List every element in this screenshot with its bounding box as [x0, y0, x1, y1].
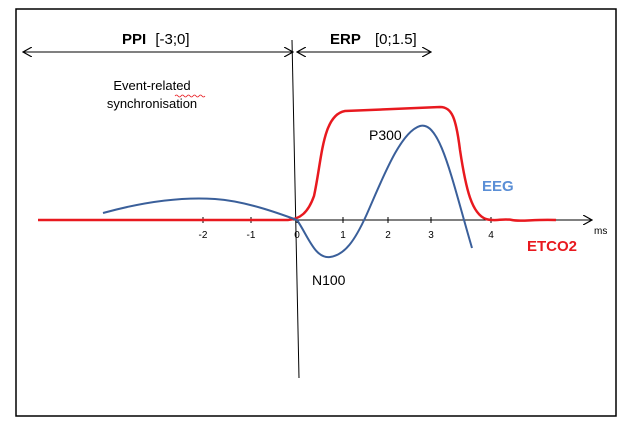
erp-range: [0;1.5]: [375, 31, 417, 48]
spellcheck-squiggle: [174, 94, 206, 98]
ppi-label: PPI: [122, 31, 146, 48]
eeg-curve: [102, 124, 473, 259]
etco2-legend-label: ETCO2: [527, 238, 577, 255]
svg-text:PPI [-3;0]: PPI [-3;0]: [122, 31, 190, 48]
eeg-legend-label: EEG: [482, 178, 514, 195]
annotation-line2: synchronisation: [107, 96, 197, 111]
erp-label: ERP: [330, 31, 361, 48]
ppi-range: [-3;0]: [155, 31, 189, 48]
figure-border: [15, 8, 617, 417]
svg-text:ERP [0;1.5]: ERP [0;1.5]: [330, 31, 417, 48]
time-zero-line: [291, 39, 300, 379]
n100-label: N100: [312, 272, 346, 288]
x-tick-label: -1: [247, 230, 256, 241]
etco2-curve: [38, 105, 557, 222]
x-tick-label: 0: [294, 230, 300, 241]
x-tick-label: 3: [428, 230, 434, 241]
annotation-line1: Event-related: [113, 78, 190, 93]
x-tick-label: 2: [385, 230, 391, 241]
x-tick-label: 1: [340, 230, 346, 241]
p300-label: P300: [369, 127, 402, 143]
x-axis-unit: ms: [594, 226, 607, 237]
x-axis-ticks: [202, 217, 492, 223]
x-tick-label: -2: [199, 230, 208, 241]
x-tick-label: 4: [488, 230, 494, 241]
